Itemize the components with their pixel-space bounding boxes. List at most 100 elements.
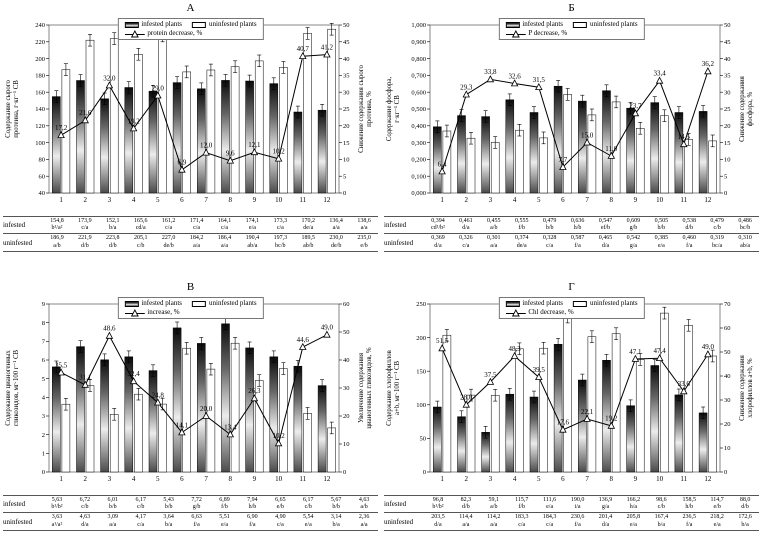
bars: 1 2 3 4 5 6 7 8 9 10 11 12 bbox=[433, 80, 717, 204]
y-left-axis: 0,000 0,100 0,200 0,300 0,400 0,500 0,600 0,700… bbox=[411, 22, 430, 197]
error-bar bbox=[208, 363, 213, 376]
svg-text:5: 5 bbox=[724, 173, 727, 180]
svg-text:50: 50 bbox=[343, 22, 350, 29]
x-tick-label: 12 bbox=[704, 196, 712, 204]
error-bar bbox=[151, 364, 155, 377]
value-cell: 197,3 bc/b bbox=[273, 235, 288, 249]
triangle-marker bbox=[154, 91, 162, 99]
triangle-marker bbox=[559, 425, 567, 433]
value-cell: 59,1 a/b bbox=[488, 497, 500, 511]
legend-label-infested: infested plants bbox=[141, 299, 182, 307]
svg-text:50: 50 bbox=[343, 329, 350, 336]
values-table: infested 5,63 b¹/b² 6,72 c/b 6,01 b/b 6,17 c/b 5,… bbox=[3, 495, 378, 531]
line-value-label: 19,2 bbox=[605, 415, 618, 423]
svg-text:20: 20 bbox=[724, 123, 731, 130]
x-tick-label: 4 bbox=[513, 196, 517, 204]
uninfested-bar-swatch bbox=[192, 300, 206, 307]
bar-infested bbox=[52, 96, 61, 194]
triangle-marker bbox=[298, 342, 307, 350]
error-bar bbox=[701, 406, 706, 419]
legend-item-line: P decrease, % bbox=[505, 29, 567, 38]
x-tick-label: 4 bbox=[513, 475, 517, 483]
legend-item-infested: infested plants bbox=[505, 20, 563, 29]
value-cell: 190,4 ab/a bbox=[245, 235, 260, 249]
error-bar bbox=[701, 105, 706, 118]
values-row-uninfested: uninfested 3,63 a¹/a² 4,63 d/a 3,09 a/a 4,17 c/a… bbox=[3, 512, 378, 531]
bar-infested bbox=[76, 346, 85, 473]
line-value-label: 32,0 bbox=[103, 74, 116, 82]
triangle-marker bbox=[631, 109, 640, 117]
svg-text:160: 160 bbox=[35, 89, 45, 96]
row-label: uninfested bbox=[384, 517, 414, 526]
error-bar bbox=[199, 82, 204, 95]
value-cell: 227,0 de/b bbox=[161, 235, 176, 249]
legend-item-uninfested: uninfested plants bbox=[192, 20, 257, 29]
svg-text:0,200: 0,200 bbox=[411, 157, 426, 164]
error-bar bbox=[565, 88, 570, 101]
error-bar bbox=[532, 390, 536, 404]
error-bar bbox=[136, 388, 141, 401]
infested-bar-swatch bbox=[505, 21, 520, 28]
error-bar bbox=[676, 388, 681, 402]
error-bar bbox=[63, 398, 68, 411]
panel-g: Г infested plants uninfested plants Chl de… bbox=[381, 279, 762, 558]
value-cell: 221,9 d/b bbox=[78, 235, 92, 249]
error-bar bbox=[112, 32, 117, 45]
chart-legend: infested plants uninfested plants Chl decr… bbox=[498, 297, 645, 320]
chart-area: infested plants uninfested plants protein … bbox=[3, 15, 378, 215]
error-bar bbox=[175, 321, 180, 335]
y-left-axis-title: Содержание сырого протеина, г·кг⁻¹ СВ bbox=[5, 80, 20, 138]
error-bar bbox=[247, 74, 252, 88]
y-right-axis-title: Увеличение содержания цианогенных гликози… bbox=[358, 347, 373, 429]
triangle-marker bbox=[655, 76, 664, 84]
triangle-marker bbox=[178, 165, 186, 173]
value-cell: 164,1 c/a bbox=[217, 218, 232, 232]
error-bar bbox=[223, 74, 228, 87]
line-value-label: 31,5 bbox=[533, 76, 546, 84]
x-tick-label: 1 bbox=[59, 196, 63, 204]
triangle-marker bbox=[81, 380, 89, 388]
legend-label-infested: infested plants bbox=[522, 299, 563, 307]
infested-bar-swatch bbox=[124, 21, 139, 28]
x-tick-label: 12 bbox=[704, 475, 712, 483]
legend-item-line: Chl decrease, % bbox=[505, 308, 574, 317]
bar-uninfested bbox=[515, 129, 524, 194]
line-value-label: 17,6 bbox=[557, 419, 570, 427]
line-value-label: 39,5 bbox=[533, 366, 546, 374]
error-bar bbox=[78, 340, 83, 353]
value-cell: 173,3 c/a bbox=[273, 218, 288, 232]
error-bar bbox=[136, 48, 141, 61]
value-cell: 114,2 a/a bbox=[487, 514, 501, 528]
value-cell: 6,17 c/b bbox=[303, 497, 314, 511]
value-cell: 0,310 ab/a bbox=[738, 235, 752, 249]
error-bar bbox=[483, 426, 488, 439]
value-cell: 186,4 a/a bbox=[217, 235, 232, 249]
value-cell: 5,54 e/a bbox=[303, 514, 314, 528]
legend-item-uninfested: uninfested plants bbox=[192, 299, 257, 308]
value-cell: 98,6 c/b bbox=[656, 497, 667, 511]
chart-area: infested plants uninfested plants P decrea… bbox=[384, 15, 759, 215]
bars: 1 2 3 4 5 6 7 8 9 10 11 12 bbox=[52, 23, 336, 204]
svg-text:0,500: 0,500 bbox=[411, 106, 426, 113]
y-left-axis: 0 1 2 3 4 5 6 7 8 9 bbox=[42, 301, 49, 476]
line-series: 17,2 21,6 32,0 19,2 29,0 6,9 12,0 9,6 12,1 10,2 40… bbox=[55, 43, 334, 173]
bar-infested bbox=[148, 370, 158, 473]
legend-label-line: P decrease, % bbox=[528, 29, 568, 38]
svg-text:40: 40 bbox=[343, 56, 350, 63]
error-bar bbox=[184, 342, 189, 355]
error-bar bbox=[329, 23, 334, 36]
value-cell: 3,14 b/a bbox=[330, 514, 342, 528]
value-cell: 158,5 h/b bbox=[682, 497, 697, 511]
triangle-line-swatch bbox=[505, 308, 526, 317]
error-bar bbox=[604, 354, 609, 367]
chart-legend: infested plants uninfested plants increase… bbox=[117, 297, 264, 320]
triangle-line-swatch bbox=[505, 29, 526, 38]
value-cell: 138,6 a/a bbox=[357, 218, 371, 232]
svg-text:180: 180 bbox=[35, 73, 45, 80]
error-bar bbox=[652, 96, 657, 109]
svg-text:120: 120 bbox=[35, 123, 45, 130]
line-value-label: 32,6 bbox=[508, 72, 521, 80]
triangle-marker bbox=[250, 148, 259, 156]
bar-infested bbox=[100, 98, 109, 194]
